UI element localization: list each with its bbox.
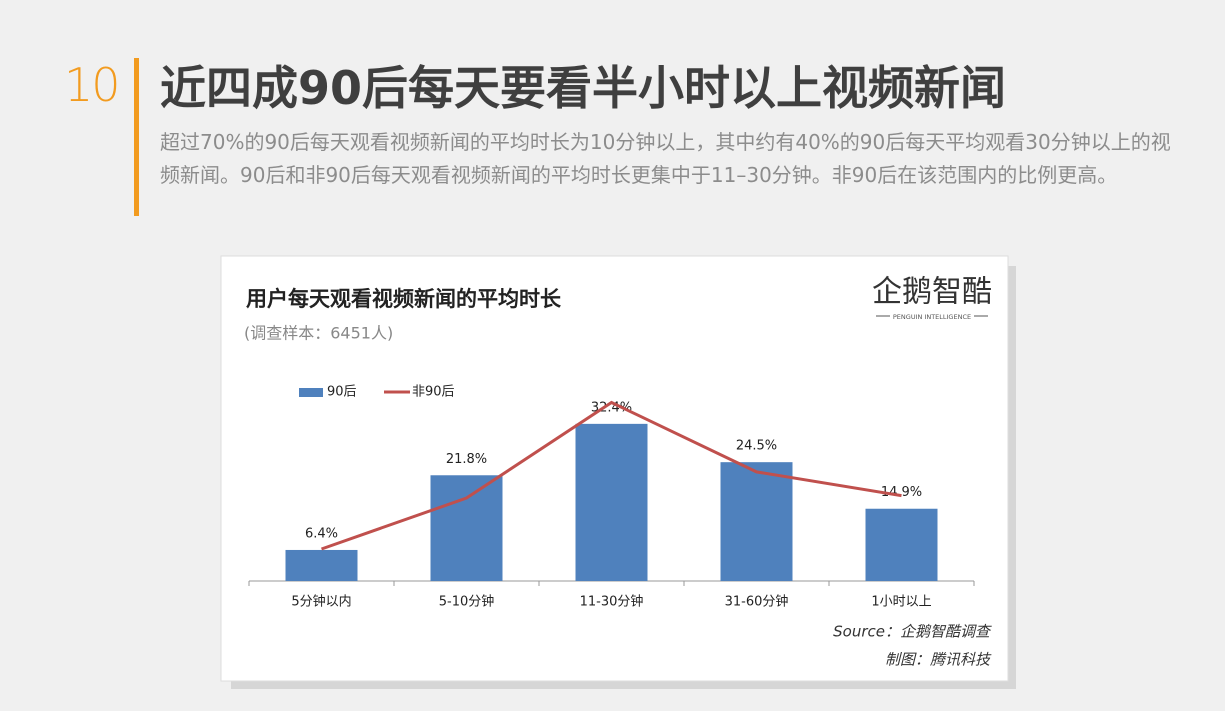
line [321,400,902,551]
bar [720,462,793,581]
page-title: 近四成90后每天要看半小时以上视频新闻 [160,61,1007,115]
accent-bar [134,58,139,216]
source: Source：企鹅智酷调查 [833,623,992,641]
legend-swatch [299,388,323,397]
legend-label: 非90后 [412,385,455,400]
bar [430,475,503,581]
data-label: 6.4% [305,526,338,541]
logo-name: 企鹅智酷 [872,275,992,310]
legend-label: 90后 [327,385,357,400]
chart-title: 用户每天观看视频新闻的平均时长 [246,287,562,311]
data-label: 14.9% [881,485,922,500]
x-tick-label: 31-60分钟 [725,594,789,610]
x-tick-label: 5分钟以内 [291,594,351,610]
bar [575,423,648,581]
section-number: 10 [64,58,121,112]
bar [285,549,358,581]
data-label: 32.4% [591,400,632,415]
bar [865,508,938,581]
x-tick-label: 5-10分钟 [439,594,495,610]
credit: 制图：腾讯科技 [885,651,992,669]
data-label: 24.5% [736,439,777,454]
chart-subtitle: (调查样本：6451人) [244,324,393,343]
logo-tagline: PENGUIN INTELLIGENCE [893,313,971,321]
description: 超过70%的90后每天观看视频新闻的平均时长为10分钟以上，其中约有40%的90… [160,130,1171,187]
data-label: 21.8% [446,452,487,467]
x-tick-label: 11-30分钟 [580,594,644,610]
x-tick-label: 1小时以上 [871,595,931,610]
